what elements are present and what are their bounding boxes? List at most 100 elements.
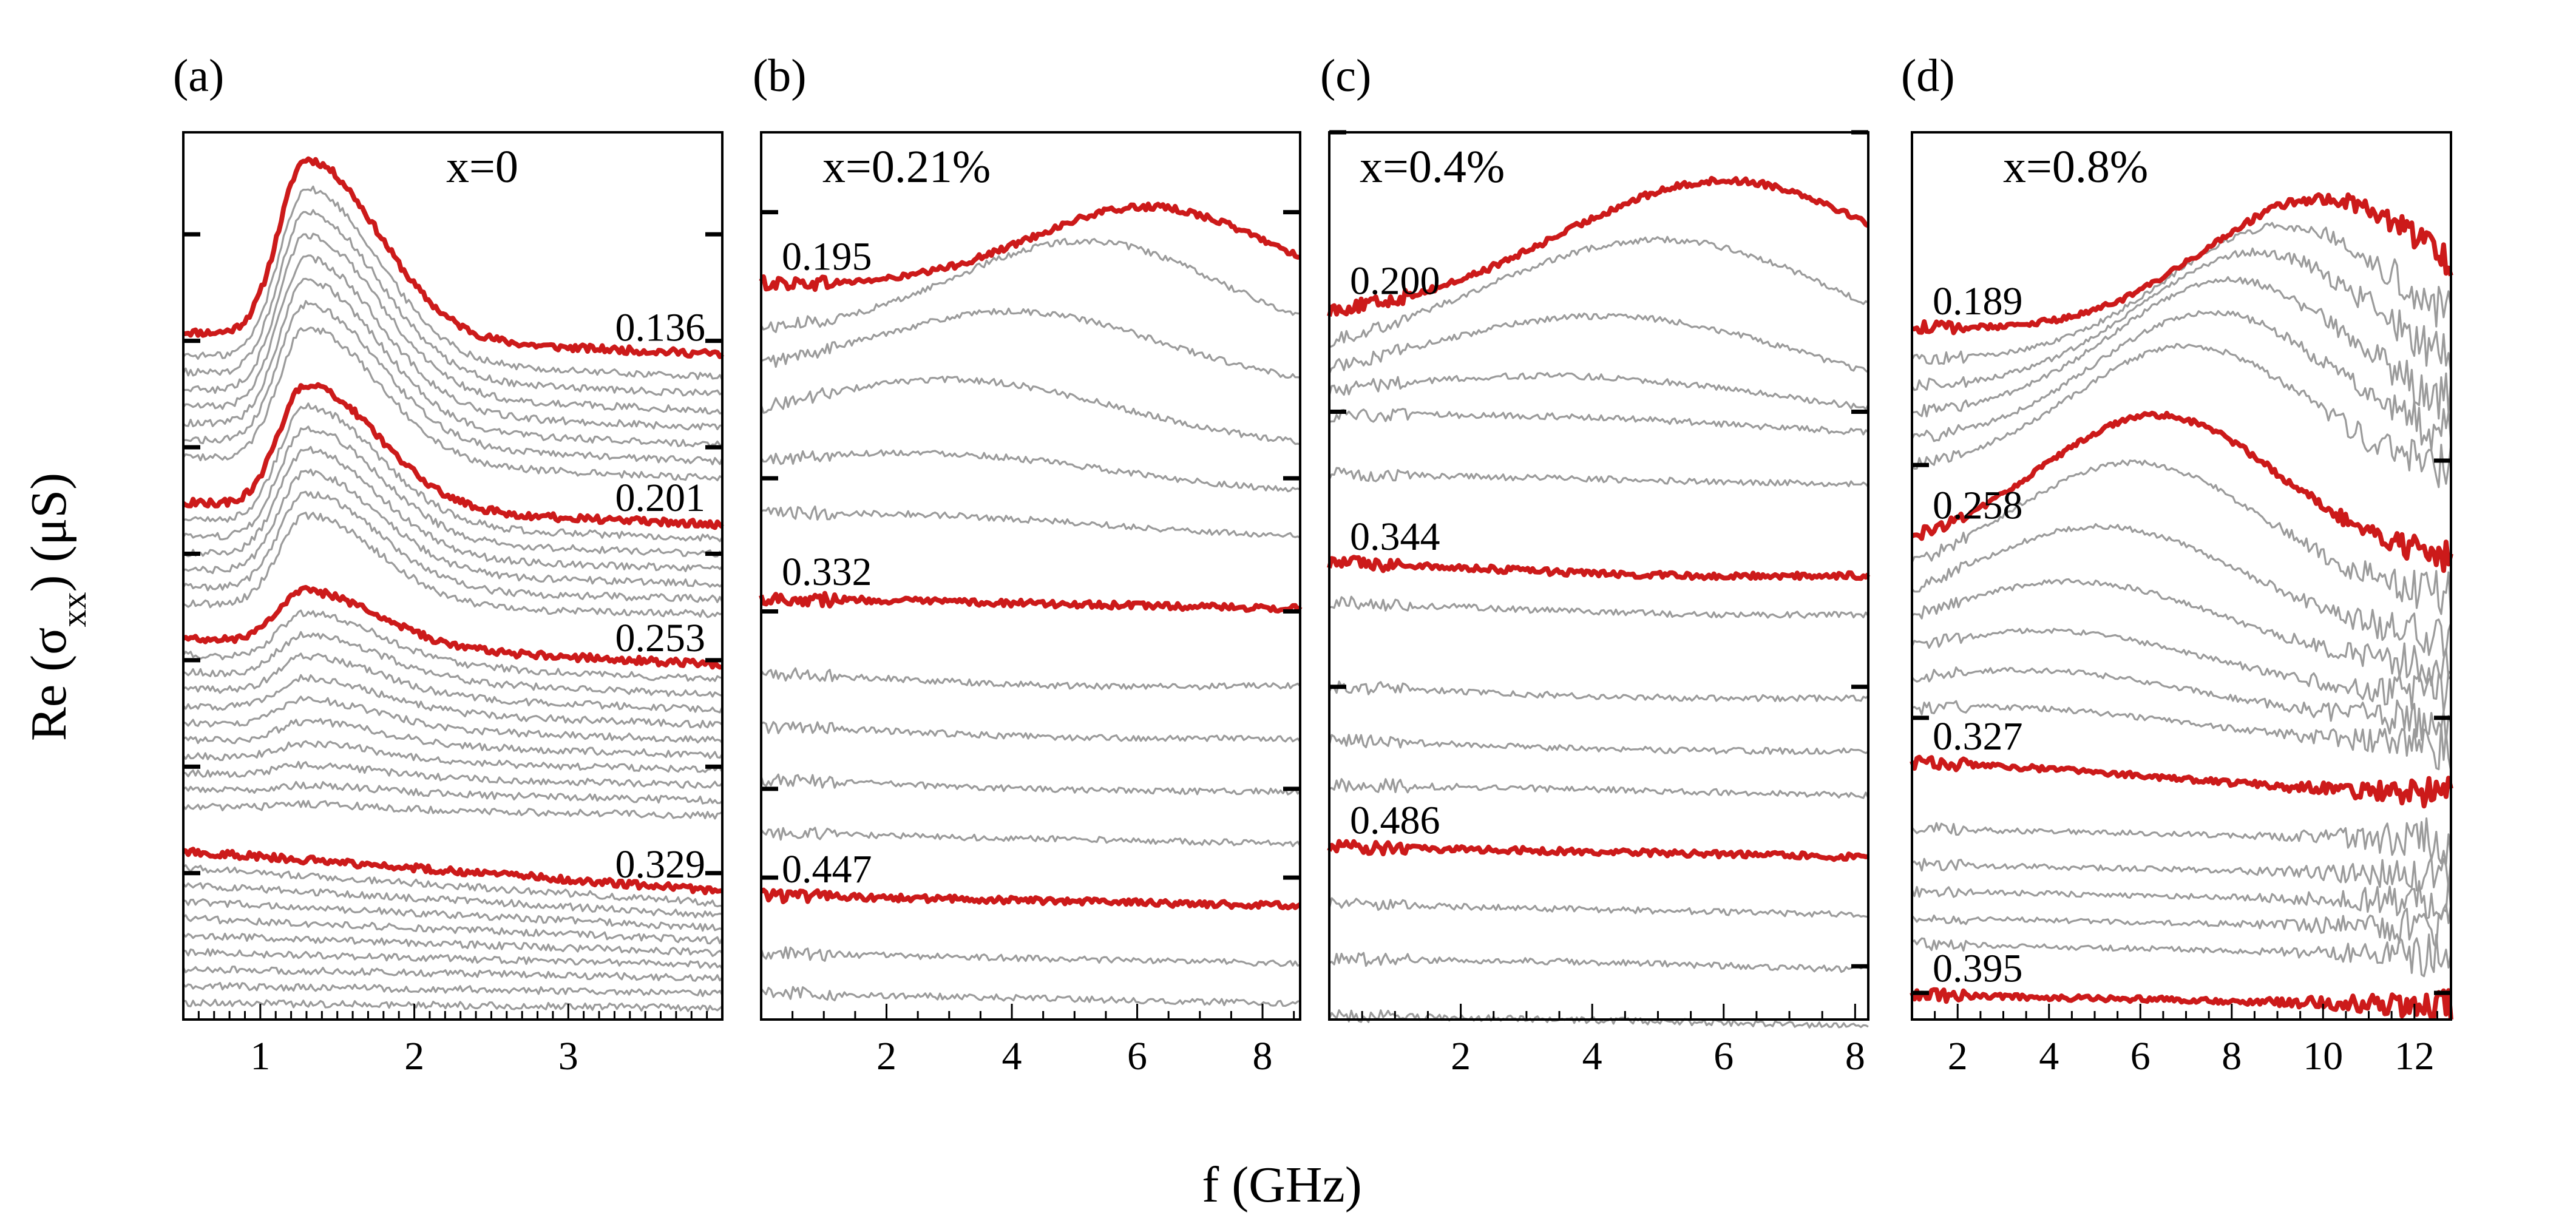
x-tick-label: 3 xyxy=(558,1034,578,1078)
trace xyxy=(183,898,723,932)
trace xyxy=(1911,666,2452,743)
panel-label: (a) xyxy=(173,50,224,101)
trace xyxy=(1911,700,2452,771)
trace xyxy=(1911,343,2452,489)
x-tick-label: 6 xyxy=(2130,1034,2151,1078)
curve-label: 0.332 xyxy=(782,550,872,594)
trace xyxy=(183,277,723,448)
highlight-trace xyxy=(1910,987,2453,1021)
curve-labels: 0.189 0.258 0.327 0.395 xyxy=(1933,279,2023,991)
trace xyxy=(183,300,724,465)
trace xyxy=(1328,680,1869,702)
trace xyxy=(183,914,724,945)
composition-label: x=0.21% xyxy=(822,141,991,192)
trace xyxy=(183,631,723,698)
trace xyxy=(1911,878,2452,921)
trace xyxy=(760,238,1301,333)
highlight-trace xyxy=(759,887,1302,911)
y-axis-title-base: Re (σ xyxy=(21,627,77,742)
trace xyxy=(1911,856,2452,891)
x-tick-label: 2 xyxy=(1948,1034,1968,1078)
trace xyxy=(183,652,724,714)
trace xyxy=(183,718,724,759)
panel-label: (c) xyxy=(1320,50,1371,101)
trace xyxy=(1911,459,2452,615)
trace xyxy=(183,780,723,805)
x-tick-label: 2 xyxy=(404,1034,424,1078)
highlight-trace xyxy=(1911,410,2453,573)
trace xyxy=(182,966,724,982)
highlight-trace xyxy=(1911,192,2453,336)
traces xyxy=(181,156,724,1012)
curve-label: 0.486 xyxy=(1350,799,1440,843)
panel-label: (d) xyxy=(1901,50,1955,101)
trace xyxy=(1328,897,1869,918)
trace xyxy=(1329,595,1869,619)
trace xyxy=(183,468,724,588)
trace xyxy=(1329,235,1869,348)
trace xyxy=(183,864,723,908)
trace xyxy=(1911,817,2452,865)
composition-label: x=0.4% xyxy=(1360,141,1505,192)
x-tick-label: 6 xyxy=(1713,1034,1734,1078)
x-tick-label: 1 xyxy=(250,1034,270,1078)
y-axis-title-tail: ) (μS) xyxy=(21,473,77,592)
trace xyxy=(1328,313,1869,374)
composition-label: x=0.8% xyxy=(2003,141,2148,192)
trace xyxy=(183,445,724,572)
x-tick-label: 4 xyxy=(1002,1034,1022,1078)
plot-frame xyxy=(1328,131,1869,1021)
trace xyxy=(182,209,723,397)
x-axis-title: f (GHz) xyxy=(1202,1157,1362,1213)
trace xyxy=(182,800,723,820)
trace xyxy=(760,667,1301,691)
trace xyxy=(182,609,723,682)
curve-label: 0.395 xyxy=(1933,947,2023,991)
curve-label: 0.200 xyxy=(1350,259,1440,303)
trace xyxy=(183,695,724,744)
curve-labels: 0.200 0.344 0.486 xyxy=(1350,259,1440,842)
trace xyxy=(1328,467,1869,488)
plot-frame xyxy=(182,131,724,1021)
trace xyxy=(1328,1009,1869,1029)
x-tick-label: 8 xyxy=(1253,1034,1273,1078)
trace xyxy=(182,490,724,603)
trace xyxy=(1329,778,1869,799)
highlight-trace xyxy=(181,382,724,530)
curve-label: 0.258 xyxy=(1933,484,2023,528)
highlight-trace xyxy=(1327,175,1869,317)
curve-labels: 0.195 0.332 0.447 xyxy=(782,235,872,891)
trace xyxy=(760,376,1301,445)
curve-label: 0.327 xyxy=(1933,714,2023,759)
trace xyxy=(182,185,724,381)
axes: 2 4 6 8 xyxy=(1328,130,1869,1078)
y-axis-title-subscript: xx xyxy=(54,592,93,627)
x-tick-label: 8 xyxy=(1845,1034,1865,1078)
trace xyxy=(182,740,724,773)
trace xyxy=(182,425,724,558)
highlight-trace xyxy=(759,590,1303,614)
trace xyxy=(183,948,724,970)
traces xyxy=(1910,192,2453,1021)
trace xyxy=(761,721,1301,743)
curve-label: 0.189 xyxy=(1933,279,2023,323)
trace xyxy=(1328,372,1869,410)
trace xyxy=(182,882,723,919)
highlight-trace xyxy=(1327,555,1871,581)
plot-frame xyxy=(1911,131,2452,1021)
trace xyxy=(761,307,1301,379)
trace xyxy=(760,946,1301,967)
x-tick-label: 2 xyxy=(876,1034,897,1078)
trace xyxy=(1911,276,2452,420)
highlight-trace xyxy=(182,847,723,896)
trace xyxy=(760,449,1301,493)
curve-label: 0.136 xyxy=(615,306,706,350)
curve-label: 0.201 xyxy=(615,476,706,520)
highlight-trace xyxy=(183,156,724,359)
x-tick-label: 10 xyxy=(2303,1034,2343,1078)
trace xyxy=(182,326,723,482)
trace xyxy=(183,998,724,1012)
trace xyxy=(760,986,1301,1007)
trace xyxy=(182,254,723,431)
trace xyxy=(183,232,723,415)
